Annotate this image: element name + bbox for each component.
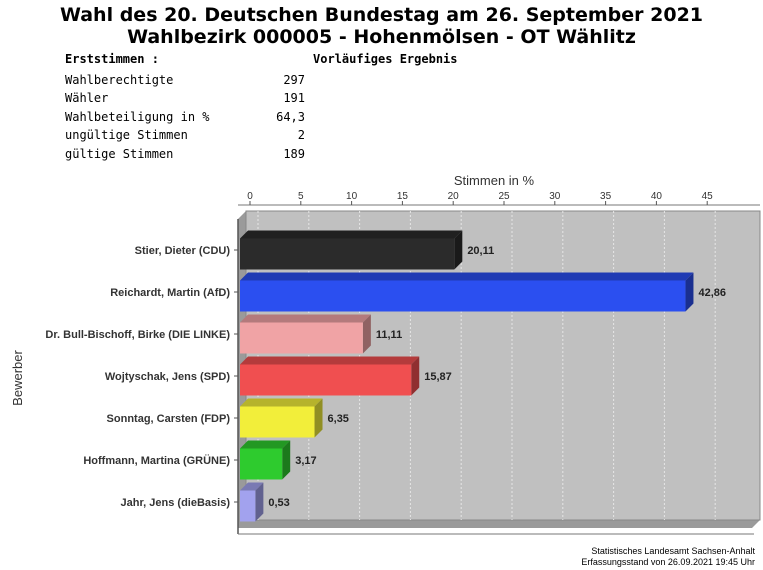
bars: 20,11 42,86 11,11 15,87 6,35 3,17 0,53 — [240, 230, 726, 522]
x-tick-label: 20 — [448, 191, 460, 202]
bar-value-label: 3,17 — [295, 455, 316, 467]
title-line-1: Wahl des 20. Deutschen Bundestag am 26. … — [59, 4, 704, 26]
bar-top-face — [240, 356, 420, 365]
x-tick-label: 35 — [600, 191, 612, 202]
bar-side-face — [314, 398, 323, 438]
bar — [240, 482, 264, 522]
stat-label-wahlberechtigte: Wahlberechtigte — [65, 73, 174, 87]
bar — [240, 356, 420, 396]
x-axis-title: Stimmen in % — [454, 173, 535, 188]
bar — [240, 398, 323, 438]
bar-side-face — [255, 482, 264, 522]
bar-side-face — [411, 356, 420, 396]
erststimmen-label: Erststimmen : — [65, 52, 159, 66]
bar-front — [240, 448, 283, 480]
stat-value-ungueltige: 2 — [297, 128, 305, 142]
bar-side-face — [282, 440, 291, 480]
x-tick-label: 45 — [702, 191, 714, 202]
title-line-2: Wahlbezirk 000005 - Hohenmölsen - OT Wäh… — [127, 26, 636, 48]
x-tick-label: 10 — [346, 191, 358, 202]
y-axis-title: Bewerber — [10, 350, 25, 406]
category-label: Hoffmann, Martina (GRÜNE) — [83, 454, 230, 467]
bar-front — [240, 238, 455, 270]
result-status-label: Vorläufiges Ergebnis — [313, 52, 458, 66]
category-label: Jahr, Jens (dieBasis) — [121, 497, 231, 509]
bar-side-face — [685, 272, 694, 312]
stat-label-gueltige: gültige Stimmen — [65, 147, 174, 161]
bar-front — [240, 364, 412, 396]
bar-value-label: 11,11 — [376, 329, 402, 341]
stat-label-wahlbeteiligung: Wahlbeteiligung in % — [65, 110, 210, 124]
bar — [240, 230, 463, 270]
x-tick-label: 40 — [651, 191, 663, 202]
category-label: Sonntag, Carsten (FDP) — [107, 413, 231, 425]
bar-top-face — [240, 482, 264, 491]
stat-value-wahlbeteiligung: 64,3 — [276, 110, 305, 124]
bar-value-label: 20,11 — [467, 245, 494, 257]
category-label: Dr. Bull-Bischoff, Birke (DIE LINKE) — [45, 329, 230, 341]
bar-front — [240, 280, 686, 312]
bar-front — [240, 490, 256, 522]
x-tick-label: 15 — [397, 191, 409, 202]
bar-top-face — [240, 272, 694, 281]
x-tick-label: 0 — [247, 191, 253, 202]
category-label: Wojtyschak, Jens (SPD) — [105, 371, 230, 383]
bar-front — [240, 322, 363, 354]
category-label: Reichardt, Martin (AfD) — [110, 287, 230, 299]
x-tick-label: 30 — [549, 191, 561, 202]
bar-chart: 20,11 42,86 11,11 15,87 6,35 3,17 0,53 0 5 10 15 2… — [10, 173, 761, 535]
x-tick-label: 25 — [498, 191, 510, 202]
bar-value-label: 15,87 — [424, 371, 452, 383]
footer-timestamp: Erfassungsstand von 26.09.2021 19:45 Uhr — [581, 557, 755, 567]
stat-value-wahlberechtigte: 297 — [283, 73, 305, 87]
bar-top-face — [240, 440, 291, 449]
bar-value-label: 42,86 — [698, 287, 726, 299]
bar — [240, 440, 291, 480]
bar-front — [240, 406, 315, 438]
bar-side-face — [362, 314, 371, 354]
footer-source: Statistisches Landesamt Sachsen-Anhalt — [591, 546, 755, 556]
bar — [240, 272, 694, 312]
bar-top-face — [240, 398, 323, 407]
stat-value-gueltige: 189 — [283, 147, 305, 161]
x-axis-ticks: 0 5 10 15 20 25 30 35 40 45 — [238, 191, 760, 206]
bar-top-face — [240, 230, 463, 239]
bar-top-face — [240, 314, 371, 323]
stat-label-ungueltige: ungültige Stimmen — [65, 128, 188, 142]
category-label: Stier, Dieter (CDU) — [135, 245, 231, 257]
category-labels: Stier, Dieter (CDU) Reichardt, Martin (Af… — [45, 245, 238, 509]
bar — [240, 314, 371, 354]
x-tick-label: 5 — [298, 191, 304, 202]
bar-value-label: 0,53 — [268, 497, 289, 509]
stat-label-waehler: Wähler — [65, 91, 109, 105]
bar-side-face — [454, 230, 463, 270]
stat-value-waehler: 191 — [283, 91, 305, 105]
bar-value-label: 6,35 — [328, 413, 349, 425]
